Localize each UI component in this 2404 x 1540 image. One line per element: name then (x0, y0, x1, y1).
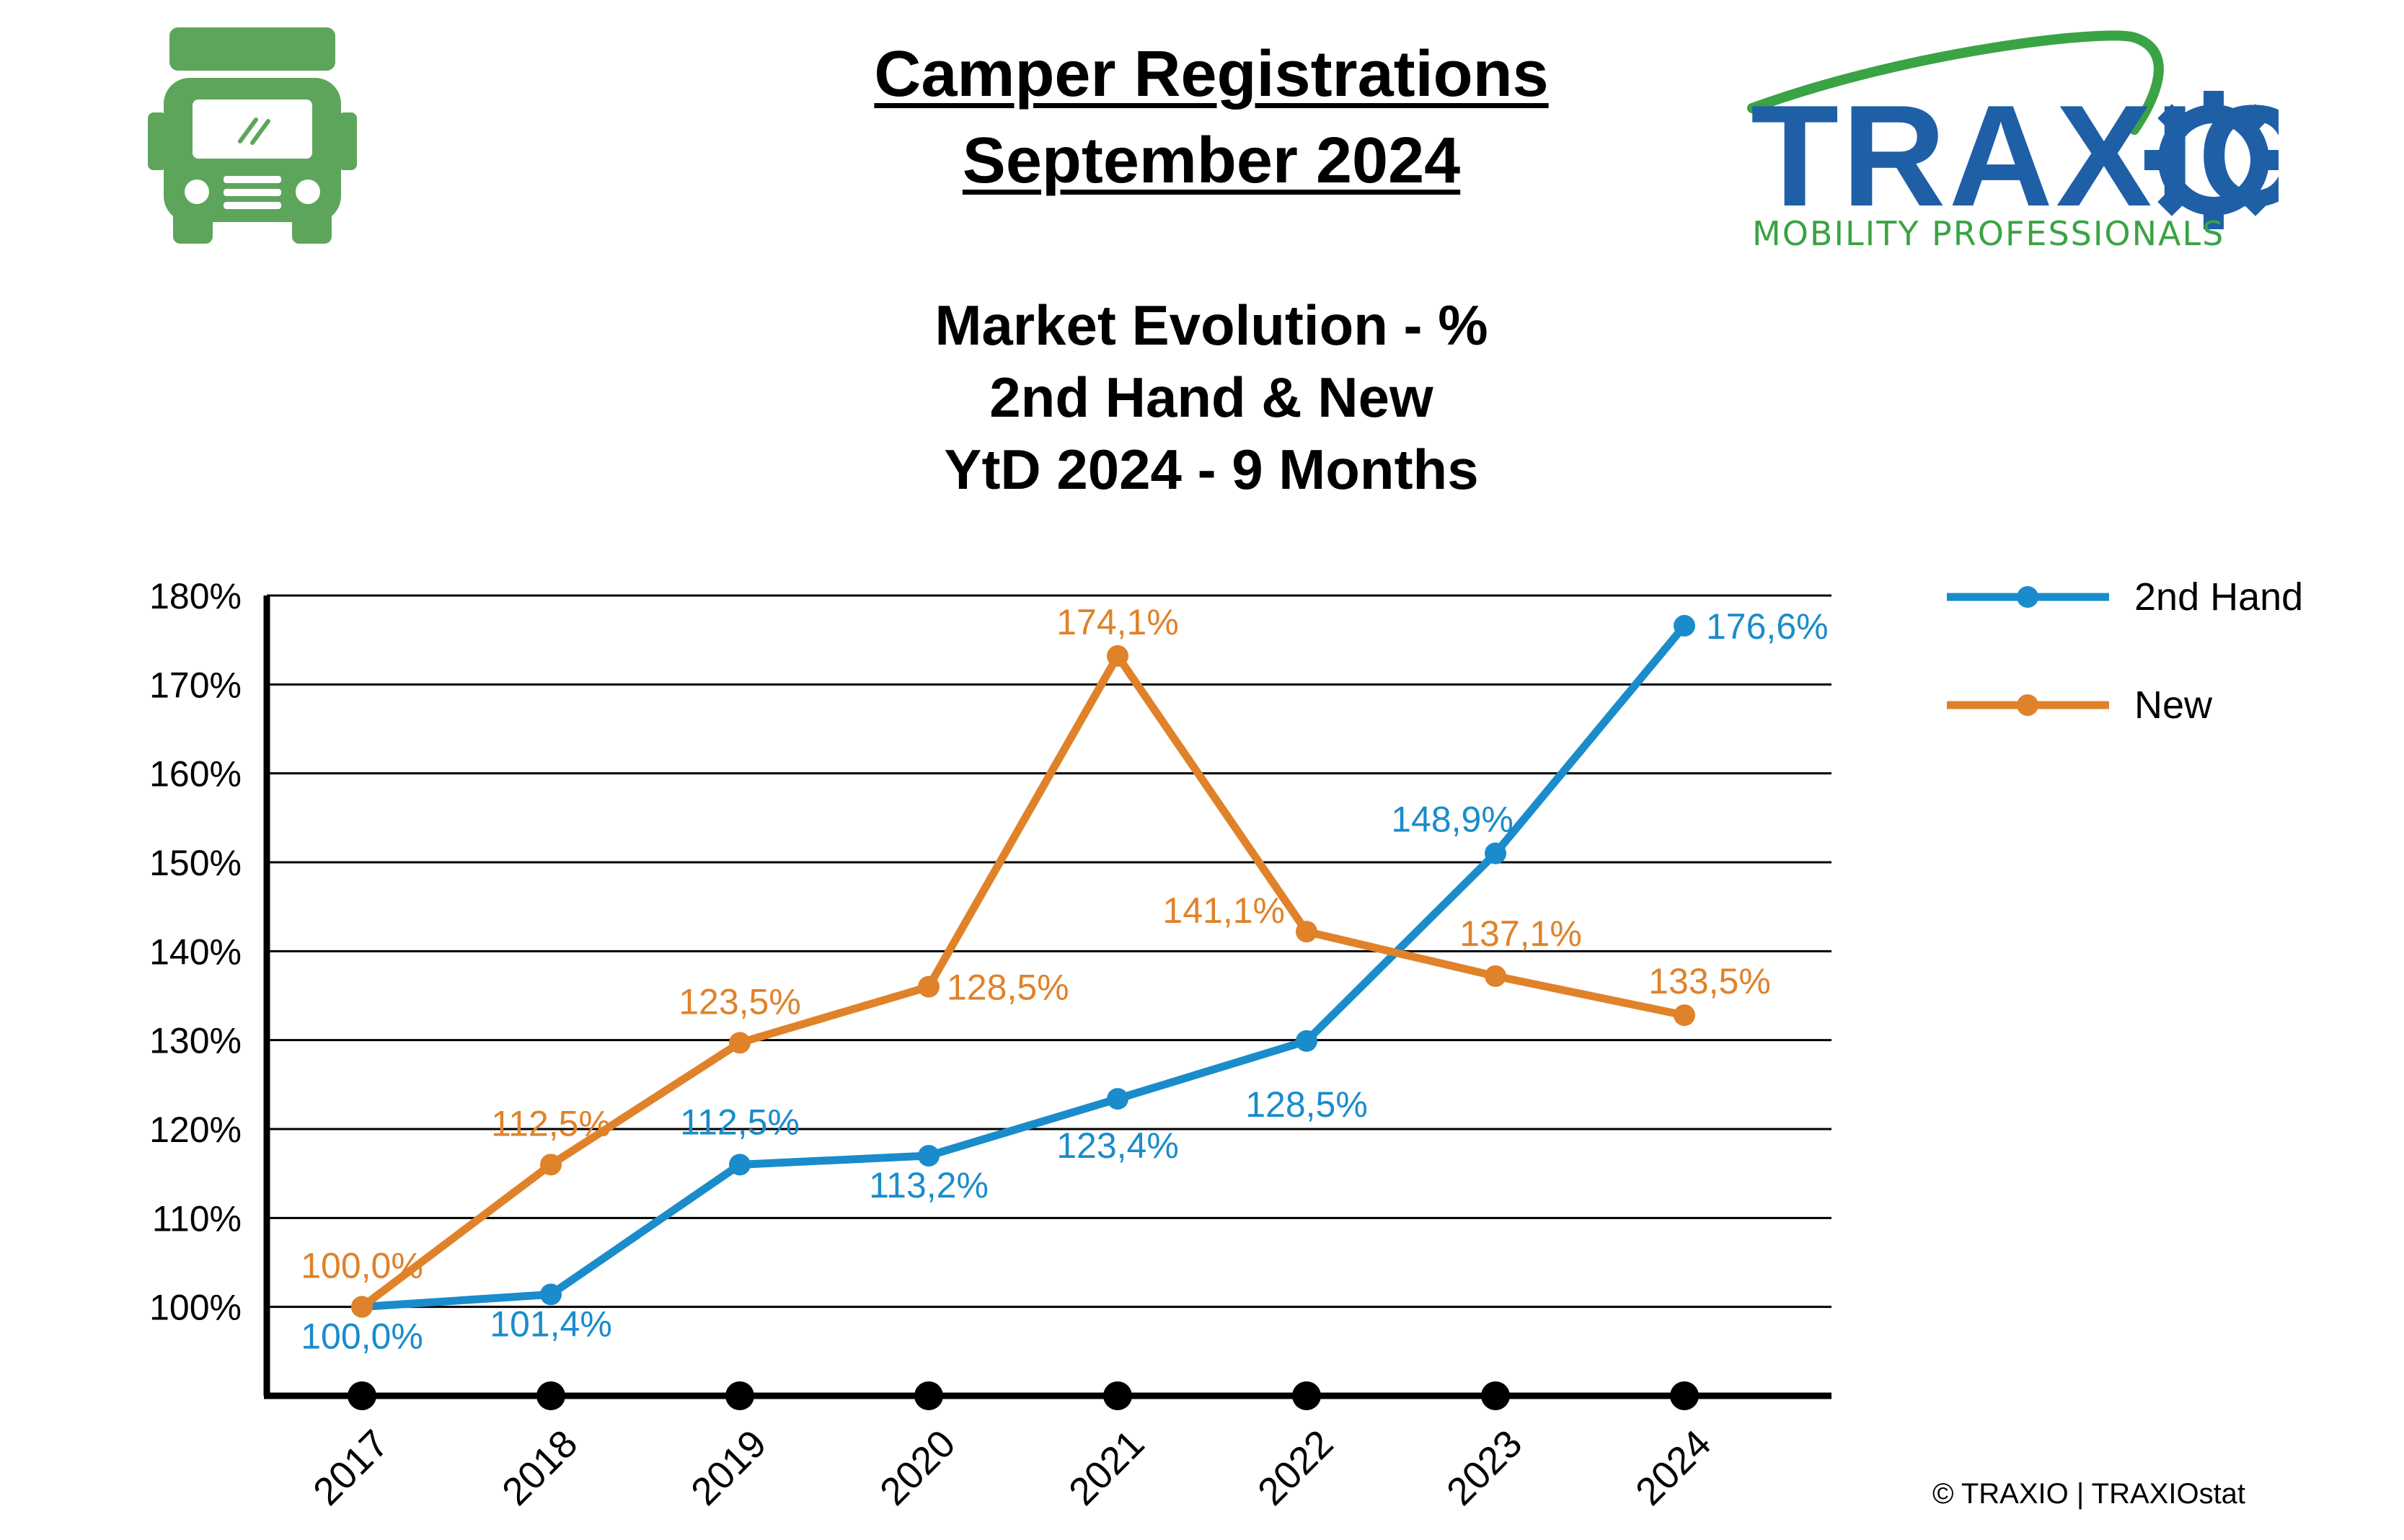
x-tick-marker (914, 1381, 943, 1410)
data-label: 100,0% (301, 1316, 423, 1357)
grid-lines (267, 594, 1831, 1309)
data-label: 123,5% (679, 981, 801, 1022)
data-point (1485, 965, 1506, 987)
y-axis-ticks: 100% 110% 120% 130% 140% 150% 160% 170% 180% (149, 576, 242, 1328)
series-line (359, 652, 1686, 1311)
x-tick-marker (1670, 1381, 1699, 1410)
camper-truck-icon (148, 27, 357, 244)
data-label: 133,5% (1648, 961, 1771, 1001)
data-point (540, 1283, 562, 1306)
logo-tagline: MOBILITY PROFESSIONALS (1752, 214, 2224, 252)
x-tick-label: 2022 (1250, 1422, 1341, 1513)
y-tick-label: 110% (152, 1198, 242, 1239)
y-tick-label: 140% (149, 931, 242, 972)
data-point (1107, 1088, 1128, 1110)
y-tick-label: 130% (149, 1021, 242, 1061)
x-tick-label: 2023 (1439, 1422, 1530, 1513)
data-point (1296, 921, 1317, 943)
legend: 2nd Hand New (1947, 575, 2303, 727)
data-point (729, 1032, 751, 1054)
data-label: 176,6% (1706, 606, 1829, 647)
data-label: 101,4% (490, 1304, 612, 1344)
data-point (1674, 1004, 1695, 1027)
legend-marker (2017, 694, 2038, 716)
y-tick-label: 160% (149, 754, 242, 795)
data-point (918, 1145, 940, 1167)
data-label: 137,1% (1459, 913, 1582, 954)
x-tick-label: 2019 (683, 1422, 774, 1513)
data-label: 123,4% (1056, 1125, 1179, 1166)
x-tick-marker (725, 1381, 754, 1410)
x-tick-marker (536, 1381, 565, 1410)
data-point (1674, 614, 1695, 637)
data-label: 148,9% (1391, 800, 1513, 840)
data-point (918, 975, 940, 998)
x-tick-marker (1292, 1381, 1321, 1410)
x-tick-marker (348, 1381, 376, 1410)
data-point (1296, 1030, 1317, 1052)
chart-title-line2: September 2024 (962, 125, 1461, 197)
copyright-note: © TRAXIO | TRAXIOstat (1932, 1478, 2246, 1510)
y-tick-label: 170% (149, 665, 242, 705)
data-point (729, 1154, 751, 1176)
x-tick-label: 2020 (872, 1422, 963, 1513)
legend-label: New (2134, 683, 2213, 727)
chart-subtitle-line2: 2nd Hand & New (989, 366, 1433, 429)
data-label: 113,2% (869, 1165, 989, 1205)
x-tick-label: 2024 (1627, 1422, 1719, 1513)
y-tick-label: 150% (149, 843, 242, 883)
data-label: 128,5% (947, 968, 1069, 1008)
x-tick-marker (1481, 1381, 1510, 1410)
traxio-logo: TRAXIO MOBILITY PROFESSIONALS (1747, 30, 2279, 252)
legend-label: 2nd Hand (2134, 575, 2303, 619)
chart-title-line1: Camper Registrations (874, 38, 1549, 110)
data-point (1485, 842, 1506, 864)
x-tick-label: 2021 (1061, 1422, 1152, 1513)
series-line (361, 623, 1688, 1311)
y-tick-label: 100% (149, 1288, 242, 1328)
y-tick-label: 120% (149, 1110, 242, 1150)
x-tick-label: 2017 (305, 1422, 397, 1513)
series-layer: 100,0% 101,4% 112,5% 113,2% 123,4% 128,5% 148,… (301, 602, 1828, 1357)
chart-subtitle-line1: Market Evolution - % (934, 293, 1488, 357)
data-label: 141,1% (1162, 890, 1285, 931)
axes (263, 596, 1831, 1399)
data-label: 128,5% (1245, 1084, 1368, 1125)
x-tick-label: 2018 (494, 1422, 585, 1513)
series-new: 100,0% 112,5% 123,5% 128,5% 174,1% 141,1% 137,… (301, 602, 1771, 1318)
data-point (351, 1296, 373, 1318)
x-tick-marker (1103, 1381, 1132, 1410)
data-label: 174,1% (1056, 602, 1179, 642)
x-axis-ticks: 2017 2018 2019 2020 2021 2022 2023 2024 (305, 1381, 1719, 1513)
chart-subtitle-line3: YtD 2024 - 9 Months (944, 438, 1479, 501)
data-label: 112,5% (491, 1103, 611, 1143)
data-point (540, 1154, 562, 1176)
data-point (1107, 645, 1128, 667)
series-second-hand: 100,0% 101,4% 112,5% 113,2% 123,4% 128,5% 148,… (301, 606, 1828, 1357)
legend-marker (2017, 586, 2038, 608)
data-label: 112,5% (680, 1102, 800, 1142)
data-label: 100,0% (301, 1246, 423, 1286)
y-tick-label: 180% (149, 576, 242, 616)
